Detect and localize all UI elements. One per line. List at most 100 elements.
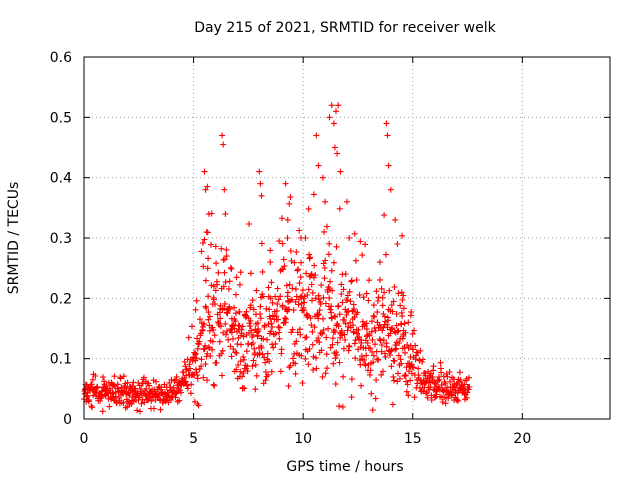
data-point — [384, 132, 391, 139]
data-point — [456, 369, 463, 376]
data-point — [246, 221, 253, 227]
data-point — [326, 295, 333, 302]
data-point — [280, 266, 287, 273]
data-point — [136, 394, 143, 401]
data-point — [344, 198, 350, 205]
data-point — [210, 381, 217, 388]
data-point — [279, 302, 286, 309]
data-point — [219, 372, 225, 379]
data-point — [395, 370, 401, 377]
data-point — [141, 374, 147, 381]
data-point — [259, 351, 266, 358]
data-point — [157, 406, 164, 413]
data-point — [310, 366, 317, 373]
data-point — [223, 331, 229, 338]
data-point — [257, 311, 264, 317]
data-point — [303, 334, 310, 341]
data-point — [315, 335, 322, 341]
data-point — [206, 327, 213, 334]
data-point — [262, 377, 269, 384]
data-point — [342, 320, 349, 327]
data-point — [329, 341, 336, 348]
data-point — [219, 132, 226, 139]
data-point — [182, 363, 189, 370]
data-point — [260, 293, 266, 300]
data-point — [240, 353, 247, 360]
data-point — [247, 302, 254, 309]
data-point — [403, 378, 410, 385]
data-point — [431, 379, 438, 386]
data-point — [309, 297, 315, 304]
data-point — [388, 363, 395, 370]
data-point — [204, 377, 210, 384]
data-point — [381, 350, 388, 357]
data-point — [158, 384, 165, 391]
data-point — [193, 369, 200, 376]
data-point — [304, 292, 311, 298]
data-point — [384, 324, 391, 331]
data-point — [247, 323, 254, 329]
data-point — [311, 324, 318, 331]
data-point — [302, 235, 309, 241]
data-point — [336, 403, 343, 410]
data-point — [219, 347, 226, 354]
data-point — [268, 320, 275, 327]
data-point — [310, 274, 317, 281]
data-point — [392, 216, 399, 223]
data-point — [389, 325, 396, 332]
data-point — [442, 400, 449, 407]
data-point — [377, 276, 384, 283]
data-point — [210, 296, 217, 303]
data-point — [438, 382, 445, 389]
data-point — [92, 373, 99, 379]
data-point — [395, 352, 402, 359]
data-point — [124, 403, 131, 410]
data-point — [346, 235, 353, 241]
data-point — [389, 401, 396, 408]
data-point — [238, 330, 245, 337]
data-point — [275, 323, 282, 330]
data-point — [370, 359, 377, 366]
data-point — [366, 332, 373, 339]
data-point — [274, 285, 281, 292]
data-point — [351, 306, 358, 313]
data-point — [385, 162, 392, 169]
data-point — [245, 340, 252, 347]
data-point — [400, 292, 407, 299]
data-point — [367, 367, 374, 374]
data-point — [446, 369, 453, 375]
data-point — [221, 269, 228, 276]
data-point — [332, 313, 339, 320]
data-point — [239, 373, 246, 380]
data-point — [291, 351, 298, 357]
data-point — [329, 335, 336, 342]
data-point — [404, 381, 411, 388]
data-point — [408, 361, 415, 368]
data-point — [320, 294, 327, 301]
data-point — [340, 373, 347, 380]
data-point — [292, 360, 299, 367]
data-point — [385, 317, 392, 324]
x-axis-label: GPS time / hours — [286, 459, 403, 475]
data-point — [239, 384, 246, 391]
data-point — [358, 339, 365, 346]
data-point — [429, 374, 436, 380]
data-point — [347, 298, 354, 305]
data-point — [227, 343, 234, 350]
data-point — [200, 374, 207, 381]
data-point — [202, 277, 209, 284]
data-point — [402, 329, 409, 336]
data-point — [308, 271, 315, 278]
data-point — [203, 304, 210, 311]
data-point — [260, 336, 267, 342]
data-point — [295, 266, 302, 273]
data-point — [387, 186, 394, 193]
data-point — [391, 377, 397, 384]
data-point — [411, 327, 418, 334]
data-point — [112, 393, 119, 400]
data-point — [410, 346, 416, 353]
data-point — [442, 380, 449, 387]
data-point — [232, 349, 239, 356]
data-point — [298, 259, 304, 266]
